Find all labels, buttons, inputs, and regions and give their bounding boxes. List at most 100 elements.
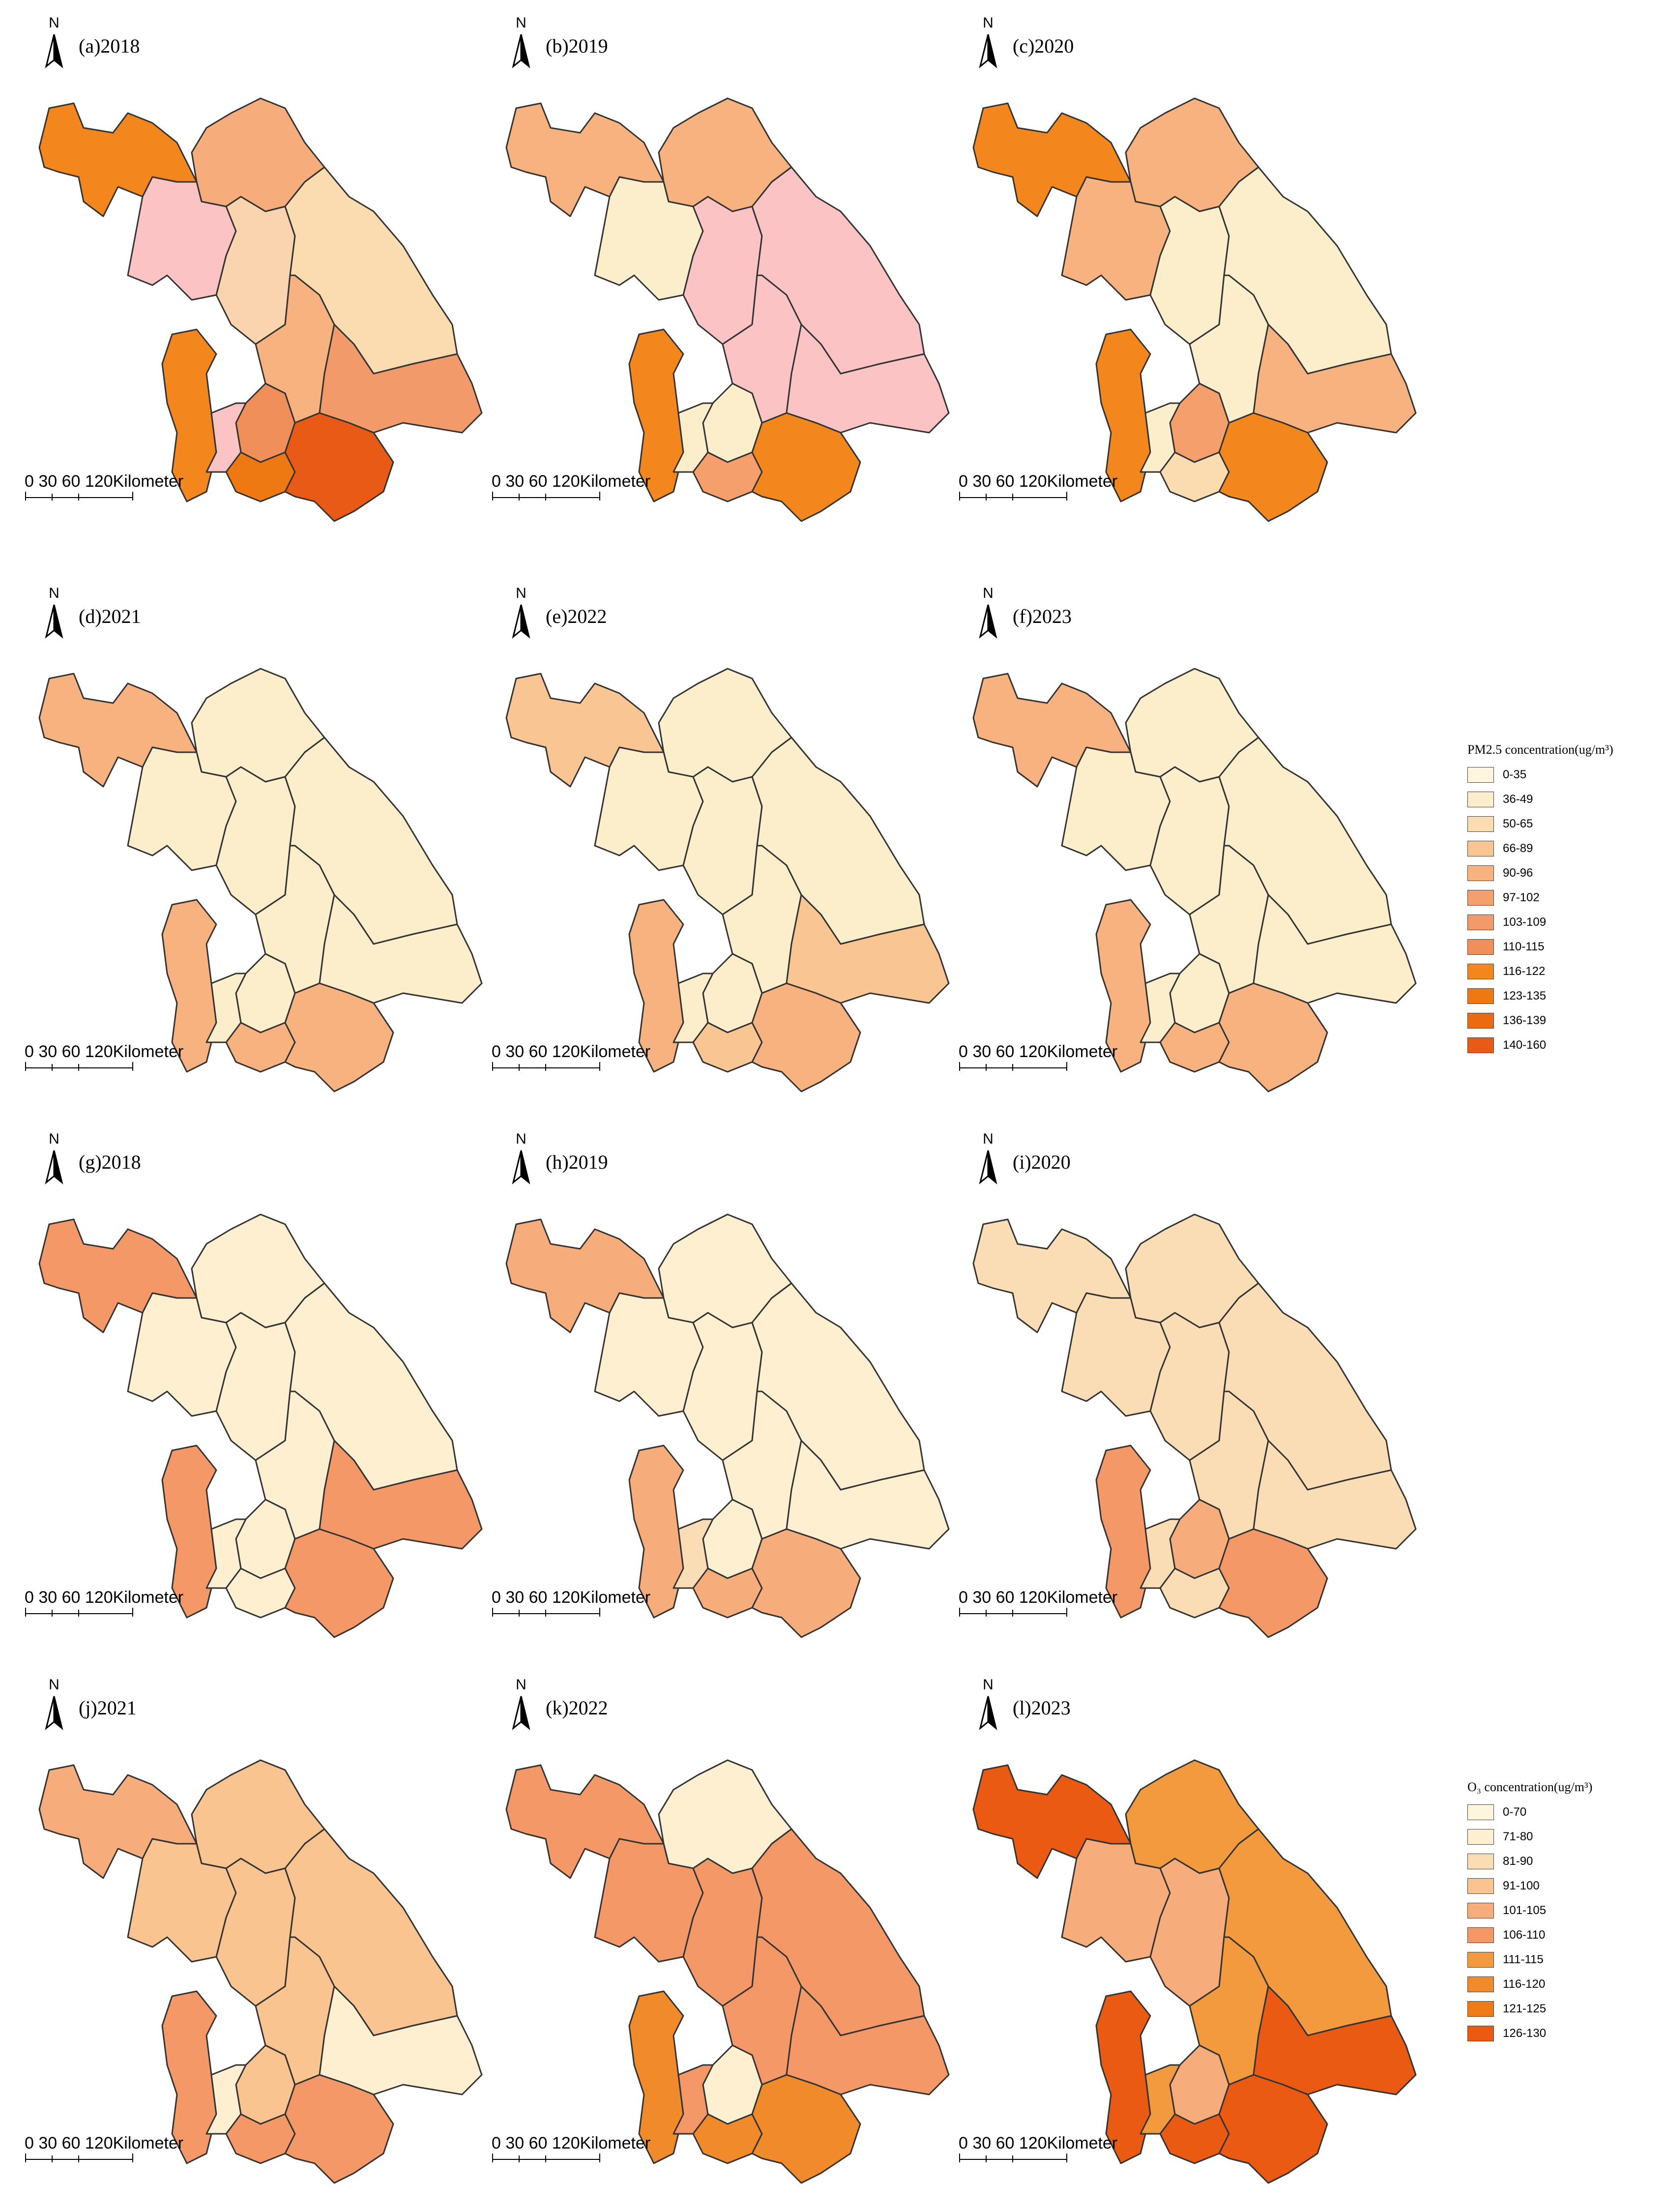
pm25-legend-items: 0-35 36-49 50-65 66-89 90-96 97-102 103-109 110…: [1467, 764, 1664, 1059]
north-arrow-icon: N: [506, 15, 536, 69]
region-suzhou: [1218, 2074, 1328, 2184]
region-nanjing: [1095, 1990, 1151, 2164]
scale-bar-ruler: [959, 1062, 1067, 1071]
scale-bar: 0 30 60 120Kilometer: [25, 2134, 183, 2173]
o3-legend-item: 0-70: [1467, 1801, 1664, 1826]
north-letter: N: [516, 1131, 526, 1147]
region-nanjing: [628, 1445, 684, 1619]
scale-bar-label: 0 30 60 120Kilometer: [25, 1588, 184, 1607]
north-letter: N: [49, 1677, 59, 1693]
o3-legend-item: 106-110: [1467, 1924, 1664, 1949]
o3-legend-swatch: [1467, 1829, 1494, 1845]
scale-bar-label: 0 30 60 120Kilometer: [492, 472, 651, 491]
scale-bar-label: 0 30 60 120Kilometer: [25, 472, 184, 491]
region-nanjing: [161, 1990, 217, 2164]
panel-label: (b)2019: [546, 35, 608, 57]
o3-legend-swatch: [1467, 1804, 1494, 1820]
region-nanjing: [1095, 899, 1151, 1073]
scale-bar-ruler: [492, 1608, 600, 1617]
scale-bar-ruler: [492, 1062, 600, 1071]
region-suzhou: [1218, 1528, 1328, 1638]
region-suqian: [1061, 1292, 1171, 1417]
north-letter: N: [516, 585, 526, 601]
region-suqian: [127, 746, 237, 871]
region-nanjing: [628, 328, 684, 502]
scale-bar-label: 0 30 60 120Kilometer: [492, 1588, 651, 1607]
pm25-legend-item: 50-65: [1467, 813, 1664, 838]
region-nanjing: [1095, 328, 1151, 502]
north-arrow-icon: N: [39, 1131, 69, 1185]
pm25-legend-label: 97-102: [1503, 891, 1540, 904]
o3-legend-swatch: [1467, 2026, 1494, 2041]
scale-bar-label: 0 30 60 120Kilometer: [959, 472, 1118, 491]
scale-bar-ruler: [25, 1062, 133, 1071]
pm25-legend-item: 103-109: [1467, 912, 1664, 936]
o3-legend-items: 0-70 71-80 81-90 91-100 101-105 106-110 111-11…: [1467, 1801, 1664, 2047]
region-suqian: [594, 1838, 704, 1963]
scale-bar-ruler: [959, 492, 1067, 501]
pm25-legend-label: 90-96: [1503, 866, 1533, 880]
pm25-legend-item: 90-96: [1467, 862, 1664, 887]
north-arrow-icon: N: [506, 1131, 536, 1185]
panel-label: (j)2021: [79, 1697, 137, 1719]
region-nanjing: [161, 1445, 217, 1619]
pm25-legend-item: 36-49: [1467, 789, 1664, 813]
pm25-legend-item: 97-102: [1467, 887, 1664, 912]
north-arrow-shape: [45, 34, 63, 68]
o3-legend-item: 121-125: [1467, 1998, 1664, 2023]
north-arrow-shape: [979, 604, 997, 639]
north-arrow-shape: [45, 604, 63, 639]
pm25-legend-swatch: [1467, 792, 1494, 807]
region-suqian: [1061, 746, 1171, 871]
region-suzhou: [751, 412, 861, 522]
north-arrow-shape: [512, 1696, 530, 1730]
scale-bar-ruler: [492, 2153, 600, 2162]
pm25-legend-item: 140-160: [1467, 1034, 1664, 1059]
panel-label: (l)2023: [1013, 1697, 1071, 1719]
pm25-legend-label: 36-49: [1503, 793, 1533, 806]
pm25-legend-swatch: [1467, 816, 1494, 832]
pm25-legend-swatch: [1467, 890, 1494, 906]
map-panel-(a)2018: [38, 97, 483, 522]
scale-bar: 0 30 60 120Kilometer: [25, 1042, 183, 1082]
region-suzhou: [284, 982, 394, 1092]
panel-label: (f)2023: [1013, 605, 1072, 627]
north-letter: N: [49, 1131, 59, 1147]
map-panel-(c)2020: [972, 97, 1417, 522]
pm25-legend-label: 50-65: [1503, 817, 1533, 830]
pm25-legend-swatch: [1467, 767, 1494, 783]
o3-legend-item: 101-105: [1467, 1900, 1664, 1924]
panel-label: (c)2020: [1013, 35, 1074, 57]
o3-legend-label: 101-105: [1503, 1904, 1547, 1917]
scale-bar: 0 30 60 120Kilometer: [492, 1042, 650, 1082]
o3-legend-swatch: [1467, 1927, 1494, 1943]
o3-legend-item: 116-120: [1467, 1974, 1664, 1998]
region-nanjing: [628, 1990, 684, 2164]
scale-bar: 0 30 60 120Kilometer: [492, 472, 650, 511]
panel-label: (d)2021: [79, 605, 141, 627]
pm25-legend-item: 136-139: [1467, 1010, 1664, 1034]
region-suqian: [594, 746, 704, 871]
region-suzhou: [1218, 412, 1328, 522]
map-panel-(h)2019: [505, 1213, 950, 1638]
scale-bar-label: 0 30 60 120Kilometer: [492, 1042, 651, 1061]
pm25-legend-item: 66-89: [1467, 838, 1664, 862]
panel-label: (i)2020: [1013, 1151, 1071, 1173]
region-suqian: [127, 1292, 237, 1417]
o3-legend-label: 91-100: [1503, 1879, 1540, 1892]
o3-legend-label: 81-90: [1503, 1855, 1533, 1868]
north-arrow-shape: [512, 34, 530, 68]
scale-bar: 0 30 60 120Kilometer: [25, 472, 183, 511]
pm25-legend-swatch: [1467, 939, 1494, 955]
scale-bar-label: 0 30 60 120Kilometer: [959, 2134, 1118, 2153]
north-arrow-shape: [45, 1150, 63, 1184]
scale-bar-label: 0 30 60 120Kilometer: [959, 1588, 1118, 1607]
region-suqian: [594, 1292, 704, 1417]
north-letter: N: [49, 15, 59, 31]
o3-legend-label: 116-120: [1503, 1977, 1546, 1991]
north-arrow-icon: N: [39, 1677, 69, 1731]
region-suqian: [127, 176, 237, 301]
north-letter: N: [983, 1131, 994, 1147]
pm25-legend-swatch: [1467, 1037, 1494, 1053]
pm25-legend-title: PM2.5 concentration(ug/m³): [1467, 742, 1613, 757]
